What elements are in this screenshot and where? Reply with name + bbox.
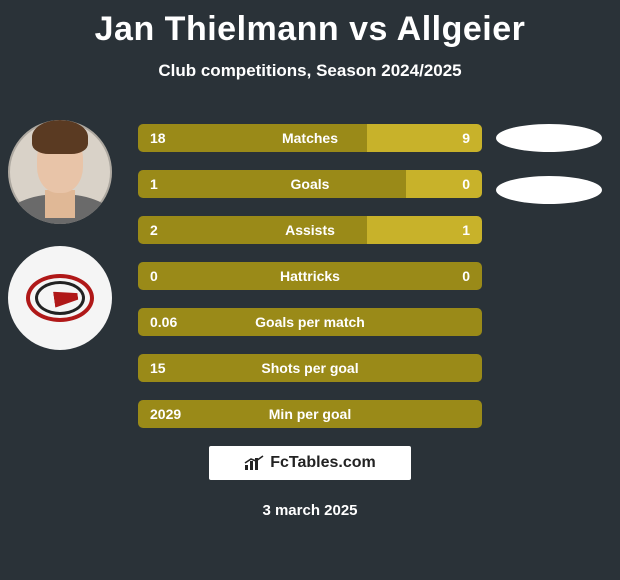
stat-bar-right <box>367 124 482 152</box>
stat-bar-left <box>138 170 406 198</box>
brand-text: FcTables.com <box>270 454 376 472</box>
page-title: Jan Thielmann vs Allgeier <box>0 10 620 49</box>
stat-bar-left <box>138 216 367 244</box>
stat-row: Hattricks00 <box>138 262 482 290</box>
stat-bar-right <box>406 170 482 198</box>
stat-bar-left <box>138 354 482 382</box>
brand-logo: FcTables.com <box>209 446 411 480</box>
stat-row: Assists21 <box>138 216 482 244</box>
stat-bar-left <box>138 262 482 290</box>
stat-row: Min per goal2029 <box>138 400 482 428</box>
right-placeholders <box>496 124 602 228</box>
subtitle: Club competitions, Season 2024/2025 <box>0 61 620 81</box>
stat-row: Matches189 <box>138 124 482 152</box>
comparison-infographic: Jan Thielmann vs Allgeier Club competiti… <box>0 0 620 580</box>
stat-bar-left <box>138 308 482 336</box>
player-photo <box>8 120 112 224</box>
stat-row: Shots per goal15 <box>138 354 482 382</box>
stat-bar-left <box>138 124 367 152</box>
placeholder-oval <box>496 176 602 204</box>
stats-bars: Matches189 Goals10 Assists21 Hattricks00 Goa… <box>138 124 482 446</box>
placeholder-oval <box>496 124 602 152</box>
stat-bar-right <box>367 216 482 244</box>
stat-bar-left <box>138 400 482 428</box>
stat-row: Goals10 <box>138 170 482 198</box>
chart-icon <box>244 455 264 471</box>
stat-row: Goals per match0.06 <box>138 308 482 336</box>
club-badge <box>8 246 112 350</box>
left-avatars <box>8 120 118 350</box>
date-label: 3 march 2025 <box>0 502 620 519</box>
